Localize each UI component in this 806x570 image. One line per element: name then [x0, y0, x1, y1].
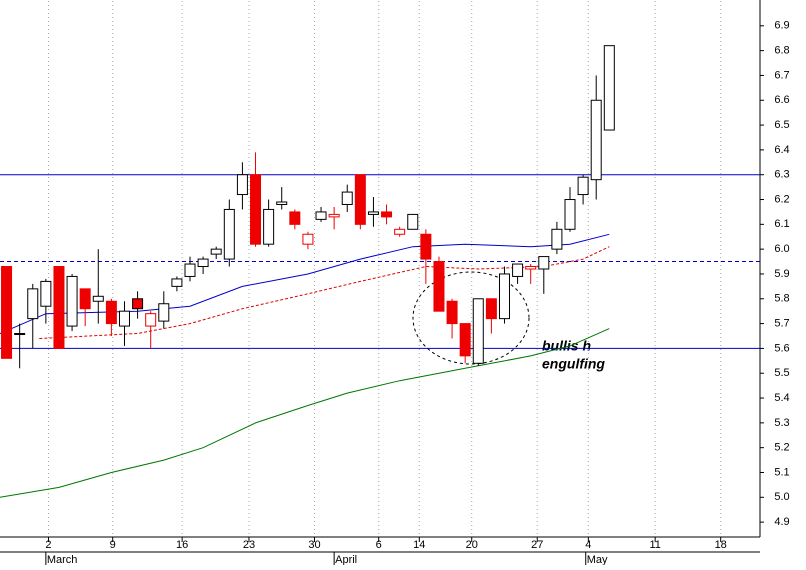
- candle-body: [315, 211, 327, 220]
- candle-body: [27, 288, 39, 320]
- x-tick-label: 2: [45, 539, 51, 551]
- candle-body: [171, 278, 183, 287]
- candle-body: [577, 176, 589, 196]
- y-tick-label: 5.9: [774, 268, 789, 280]
- candle-body: [498, 273, 510, 320]
- candle-body: [407, 213, 419, 230]
- candle-body: [538, 256, 550, 270]
- moving-average: [39, 246, 610, 339]
- x-tick-label: 6: [376, 539, 382, 551]
- y-tick-label: 6.8: [774, 45, 789, 57]
- y-tick-label: 5.6: [774, 342, 789, 354]
- candle-body: [53, 266, 65, 349]
- x-tick-label: 18: [715, 539, 727, 551]
- candle-body: [66, 275, 78, 327]
- candle-body: [79, 288, 91, 310]
- candle-body: [92, 295, 104, 302]
- candle-body: [381, 211, 393, 218]
- candle-body: [223, 208, 235, 260]
- candle-body: [158, 303, 170, 322]
- x-tick-label: 11: [649, 539, 660, 551]
- candle-body: [433, 261, 445, 312]
- x-tick-label: 4: [585, 539, 591, 551]
- candle-body: [236, 174, 248, 196]
- candle-body: [472, 298, 484, 364]
- candle-body: [197, 258, 209, 268]
- candle-body: [1, 266, 13, 359]
- month-label: May: [587, 554, 608, 565]
- candle-body: [289, 211, 301, 225]
- y-tick-label: 5.5: [774, 367, 789, 379]
- y-tick-label: 6.4: [774, 144, 789, 156]
- candle-body: [603, 45, 615, 131]
- y-tick-label: 6.1: [774, 218, 789, 230]
- candle-body: [184, 263, 196, 277]
- candle-body: [132, 298, 144, 310]
- candle-body: [485, 298, 497, 320]
- annotation: engulfing: [542, 356, 605, 372]
- y-tick-label: 5.2: [774, 442, 789, 454]
- candle-body: [459, 323, 471, 357]
- candle-body: [40, 280, 52, 307]
- candle-body: [250, 174, 262, 245]
- y-tick-label: 4.9: [774, 516, 789, 528]
- candle-body: [394, 228, 406, 235]
- month-label: April: [335, 554, 357, 565]
- candle-body: [354, 174, 366, 225]
- y-tick-label: 6.3: [774, 169, 789, 181]
- y-tick-label: 5.4: [774, 392, 789, 404]
- candle-body: [341, 191, 353, 205]
- candle-body: [367, 211, 379, 215]
- month-label: March: [47, 554, 78, 565]
- candle-body: [525, 266, 537, 270]
- highlight-ellipse: [412, 271, 530, 365]
- x-tick-label: 30: [308, 539, 320, 551]
- y-tick-label: 6.2: [774, 193, 789, 205]
- y-tick-label: 5.3: [774, 417, 789, 429]
- candle-body: [145, 313, 157, 327]
- candle-body: [512, 263, 524, 277]
- candle-body: [276, 201, 288, 205]
- x-tick-label: 27: [531, 539, 543, 551]
- x-tick-label: 20: [466, 539, 478, 551]
- y-tick-label: 6.5: [774, 119, 789, 131]
- candle-body: [210, 248, 222, 255]
- x-tick-label: 16: [176, 539, 188, 551]
- y-tick-label: 5.8: [774, 293, 789, 305]
- candle-body: [564, 199, 576, 230]
- y-tick-label: 6.0: [774, 243, 789, 255]
- y-tick-label: 5.0: [774, 491, 789, 503]
- candle-body: [328, 213, 340, 218]
- candle-body: [420, 233, 432, 260]
- y-tick-label: 5.1: [774, 466, 789, 478]
- candle-body: [263, 208, 275, 245]
- y-tick-label: 6.7: [774, 69, 789, 81]
- candle-body: [118, 310, 130, 327]
- y-tick-label: 5.7: [774, 317, 789, 329]
- candle-body: [105, 300, 117, 325]
- candle-body: [14, 333, 26, 336]
- moving-average: [0, 328, 610, 498]
- candle-body: [551, 228, 563, 250]
- candle-body: [446, 300, 458, 325]
- x-tick-label: 23: [243, 539, 255, 551]
- y-tick-label: 6.9: [774, 20, 789, 32]
- y-tick-label: 6.6: [774, 94, 789, 106]
- x-tick-label: 9: [110, 539, 116, 551]
- candle-body: [590, 99, 602, 181]
- x-tick-label: 14: [413, 539, 425, 551]
- candle-body: [302, 233, 314, 245]
